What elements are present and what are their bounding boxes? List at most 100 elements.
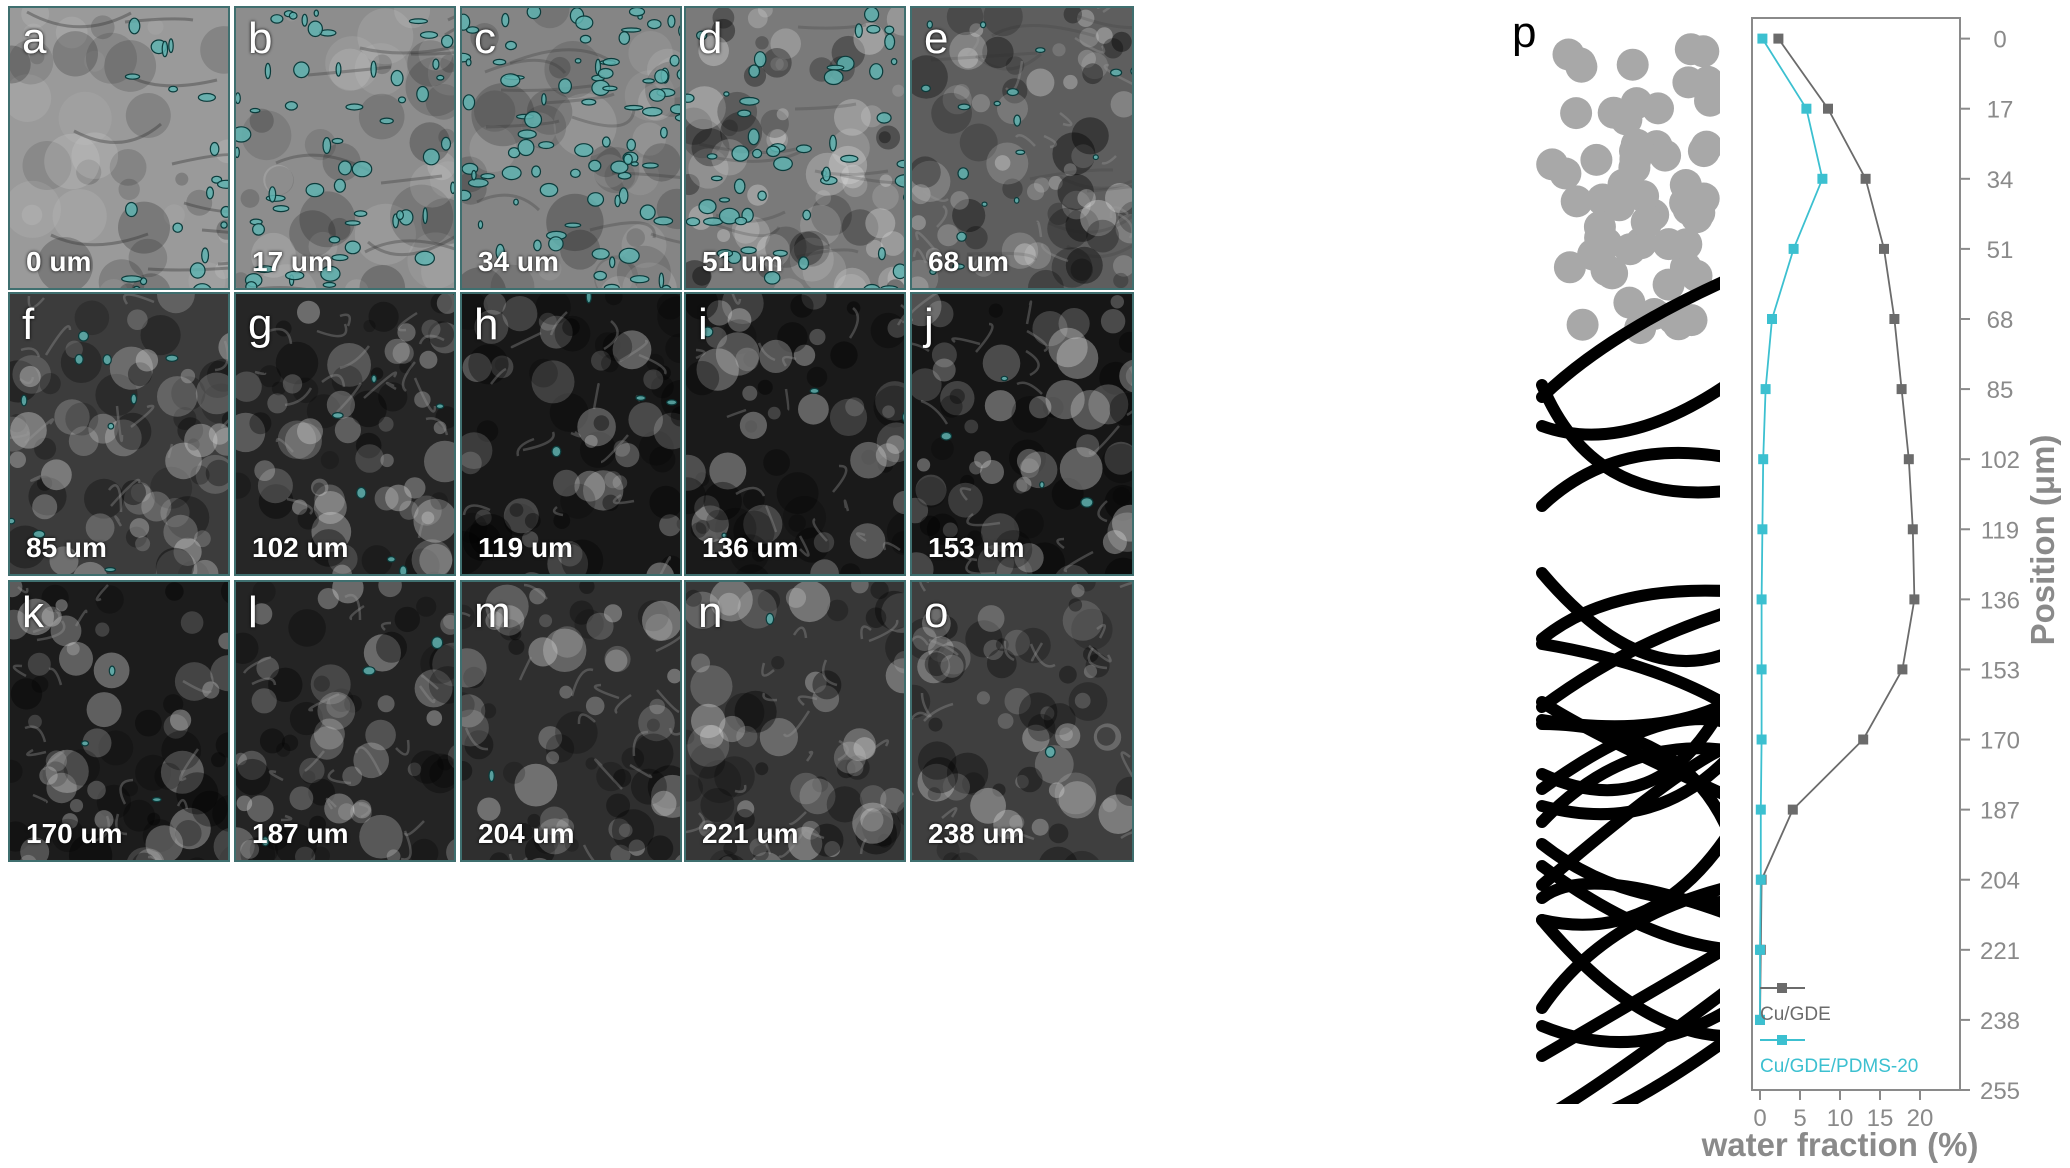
texture-spot xyxy=(350,390,387,428)
texture-spot xyxy=(10,759,23,783)
fiber-network-line xyxy=(734,784,747,793)
texture-spot xyxy=(917,741,957,780)
texture-spot xyxy=(927,787,941,801)
water-droplet xyxy=(462,189,472,202)
texture-spot xyxy=(758,8,773,18)
water-droplet xyxy=(876,112,892,124)
texture-spot xyxy=(628,31,673,76)
texture-spot xyxy=(934,616,958,640)
data-point xyxy=(1909,594,1920,605)
texture-spot xyxy=(948,482,983,518)
texture-spot xyxy=(759,718,798,757)
catalyst-particle xyxy=(1616,48,1649,81)
texture-spot xyxy=(878,131,891,144)
texture-spot xyxy=(946,752,989,794)
texture-spot xyxy=(765,226,807,268)
texture-spot xyxy=(536,818,573,855)
texture-spot xyxy=(717,592,741,616)
water-droplet xyxy=(610,160,629,174)
texture-spot xyxy=(313,491,347,524)
fiber-network-line xyxy=(1010,830,1035,841)
texture-spot xyxy=(527,813,541,828)
water-droplet xyxy=(370,60,377,78)
fiber-network-line xyxy=(48,667,63,686)
water-droplet xyxy=(264,62,272,80)
texture-spot xyxy=(1071,584,1085,598)
texture-spot xyxy=(1017,766,1043,793)
texture-spot xyxy=(767,406,781,420)
water-droplet xyxy=(718,207,740,225)
texture-spot xyxy=(1088,384,1129,425)
texture-spot xyxy=(851,582,869,594)
texture-spot xyxy=(142,819,176,853)
fiber-network-line xyxy=(26,748,47,757)
texture-spot xyxy=(12,355,51,394)
texture-spot xyxy=(474,90,516,132)
texture-spot xyxy=(724,692,765,733)
texture-spot xyxy=(949,388,965,404)
fiber-network-line xyxy=(726,408,747,419)
texture-spot xyxy=(1077,189,1096,208)
texture-spot xyxy=(1102,798,1117,813)
texture-spot xyxy=(156,549,198,574)
cell-boundary xyxy=(500,84,592,92)
water-droplet xyxy=(737,109,752,118)
depth-label: 68 um xyxy=(928,246,1009,277)
texture-spot xyxy=(776,472,819,515)
micrograph-texture xyxy=(462,8,680,288)
carbon-fiber xyxy=(1536,743,1720,891)
texture-spot xyxy=(549,393,589,432)
texture-spot xyxy=(788,582,831,623)
texture-spot xyxy=(790,294,814,318)
texture-spot xyxy=(282,374,303,394)
texture-spot xyxy=(289,210,336,257)
texture-spot xyxy=(297,300,320,324)
texture-spot xyxy=(345,279,369,288)
texture-spot xyxy=(195,454,228,494)
fiber-network-line xyxy=(462,504,491,516)
texture-spot xyxy=(195,372,228,415)
texture-spot xyxy=(1009,439,1046,477)
texture-spot xyxy=(145,825,184,860)
texture-spot xyxy=(785,587,807,608)
texture-spot xyxy=(642,143,680,182)
water-droplet xyxy=(480,173,496,180)
texture-spot xyxy=(297,418,323,445)
texture-spot xyxy=(141,491,172,522)
texture-spot xyxy=(177,417,204,444)
texture-spot xyxy=(190,465,210,485)
water-droplet xyxy=(452,288,456,290)
texture-spot xyxy=(1115,214,1132,244)
fiber-network-line xyxy=(510,331,542,349)
fiber-network-line xyxy=(518,656,533,681)
water-droplet xyxy=(957,103,971,111)
panel-label: l xyxy=(248,588,258,637)
water-droplet xyxy=(993,100,1001,107)
cell-boundary xyxy=(26,10,132,29)
carbon-fiber xyxy=(1536,860,1720,955)
texture-spot xyxy=(734,216,771,253)
texture-spot xyxy=(1096,727,1116,746)
panel-label: n xyxy=(698,588,723,637)
texture-spot xyxy=(1125,365,1132,387)
fiber-network-line xyxy=(325,797,337,810)
texture-spot xyxy=(733,510,775,552)
texture-spot xyxy=(626,228,645,247)
y-tick-label: 255 xyxy=(1980,1078,2020,1105)
water-droplet xyxy=(710,175,723,182)
texture-spot xyxy=(862,807,901,847)
water-droplet xyxy=(579,34,592,44)
texture-spot xyxy=(992,783,1006,797)
water-droplet xyxy=(981,201,988,207)
texture-spot xyxy=(983,639,1004,660)
texture-spot xyxy=(421,198,454,245)
texture-spot xyxy=(562,318,580,336)
texture-spot xyxy=(912,368,942,402)
texture-spot xyxy=(1113,255,1132,277)
depth-label: 51 um xyxy=(702,246,783,277)
texture-spot xyxy=(747,8,768,29)
texture-spot xyxy=(915,476,947,508)
texture-spot xyxy=(691,128,730,167)
water-droplet xyxy=(539,182,559,198)
water-droplet xyxy=(601,136,611,148)
